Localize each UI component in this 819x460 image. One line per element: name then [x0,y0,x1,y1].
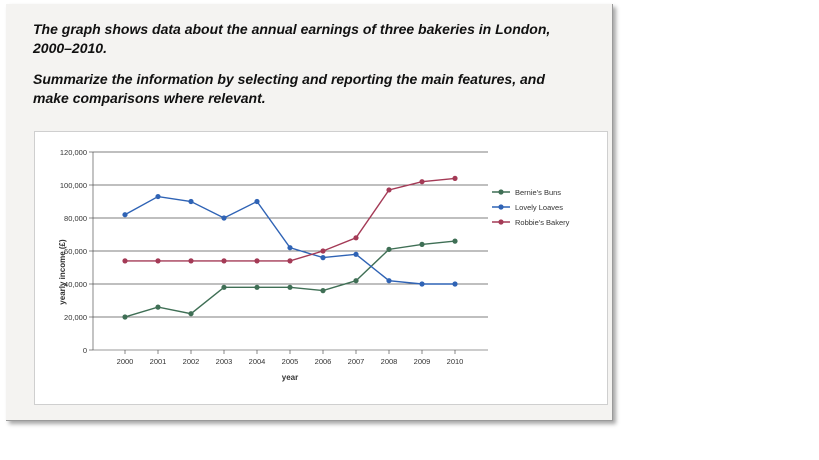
prompt-paragraph-1: The graph shows data about the annual ea… [33,20,608,58]
data-point [221,258,227,264]
data-point [353,235,359,241]
y-tick-label: 0 [83,346,87,355]
data-point [419,241,425,247]
x-tick-label: 2005 [282,357,299,366]
prompt-line-4: make comparisons where relevant. [33,90,266,106]
y-axis-label: yearly income (£) [58,239,67,305]
y-tick-label: 60,000 [64,247,87,256]
series-line [124,240,456,318]
data-point [320,288,326,294]
legend-swatch-marker [498,189,504,195]
data-point [386,278,392,284]
x-axis-label: year [282,373,298,382]
data-point [122,212,128,218]
data-point [386,187,392,193]
x-axis: 2000 2001 2002 2003 2004 2005 2006 2007 2008 2009… [117,350,464,366]
data-point [287,258,293,264]
data-point [221,215,227,221]
x-tick-label: 2006 [315,357,332,366]
x-tick-label: 2001 [150,357,167,366]
prompt-paragraph-2: Summarize the information by selecting a… [33,70,608,108]
data-point [452,175,458,181]
x-tick-label: 2002 [183,357,200,366]
x-tick-label: 2004 [249,357,266,366]
y-tick-label: 100,000 [60,181,87,190]
legend: Bernie's Buns Lovely Loaves Robbie's Baker… [492,188,570,227]
data-point [188,311,194,317]
prompt-line-2: 2000–2010. [33,40,107,56]
legend-label: Bernie's Buns [515,188,561,197]
y-tick-label: 20,000 [64,313,87,322]
x-tick-label: 2009 [414,357,431,366]
data-point [188,198,194,205]
data-point [221,284,227,290]
data-point [254,198,260,205]
data-point [452,281,458,287]
x-tick-label: 2010 [447,357,464,366]
data-point [254,284,260,290]
y-tick-label: 120,000 [60,148,87,157]
x-tick-label: 2000 [117,357,134,366]
legend-swatch-marker [498,219,504,225]
data-point [320,255,326,261]
plot-area [122,175,458,320]
x-tick-label: 2008 [381,357,398,366]
x-tick-label: 2003 [216,357,233,366]
data-point [155,304,161,310]
data-point [353,251,359,257]
data-point [419,281,425,287]
grid-lines [93,151,488,351]
data-point [122,258,128,264]
prompt-line-1: The graph shows data about the annual ea… [33,21,551,37]
worksheet-page: The graph shows data about the annual ea… [6,4,613,421]
data-point [287,245,293,251]
data-point [188,258,194,264]
series-line [124,195,455,285]
legend-label: Lovely Loaves [515,203,563,212]
data-point [353,278,359,284]
legend-swatch-marker [498,204,504,210]
data-point [155,258,161,264]
data-point [254,258,260,264]
task-prompt: The graph shows data about the annual ea… [33,20,608,120]
y-tick-label: 40,000 [64,280,87,289]
y-axis: 0 20,000 40,000 60,000 80,000 100,000 120,000 [60,148,94,355]
data-point [320,248,326,254]
data-point [122,314,128,320]
y-tick-label: 80,000 [64,214,87,223]
chart-card: 0 20,000 40,000 60,000 80,000 100,000 120,000 … [34,131,608,405]
legend-label: Robbie's Bakery [515,218,570,227]
data-point [419,179,425,185]
data-point [452,238,458,244]
line-chart: 020,00040,00060,00080,000100,000120,000 … [58,148,570,382]
data-point [155,193,161,200]
x-tick-label: 2007 [348,357,365,366]
data-point [287,284,293,290]
data-point [386,246,392,252]
prompt-line-3: Summarize the information by selecting a… [33,71,545,87]
